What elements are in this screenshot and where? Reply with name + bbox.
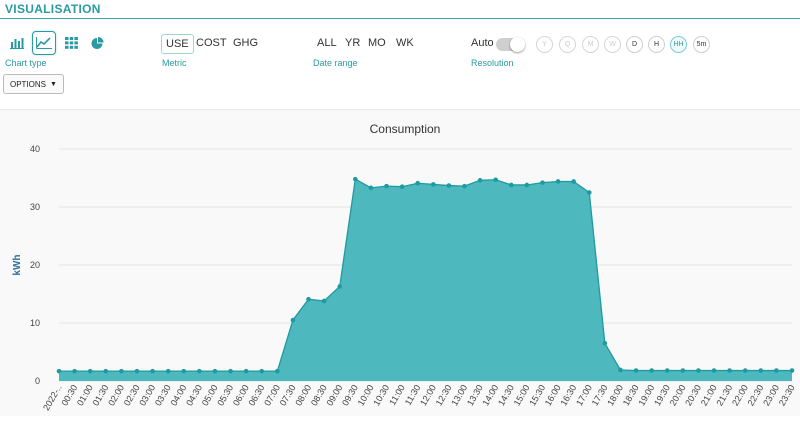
data-point	[633, 368, 639, 373]
pie-chart-icon[interactable]	[85, 31, 109, 55]
data-point	[742, 368, 748, 373]
table-grid-icon[interactable]	[59, 31, 83, 55]
options-button-label: OPTIONS	[10, 79, 47, 89]
data-point	[477, 178, 483, 183]
data-point	[446, 183, 452, 188]
date-range-all-button[interactable]: ALL	[317, 37, 337, 49]
data-point	[150, 368, 155, 374]
chart-title: Consumption	[370, 122, 441, 136]
consumption-chart: ConsumptionkWh0102030402022-..00:3001:00…	[12, 122, 797, 412]
y-tick-label: 30	[30, 202, 40, 212]
date-range-label: Date range	[313, 58, 358, 68]
line-chart-icon[interactable]	[32, 31, 56, 55]
y-tick-label: 10	[30, 318, 40, 328]
y-axis-label: kWh	[12, 254, 23, 275]
options-dropdown-button[interactable]: OPTIONS ▼	[3, 74, 64, 94]
consumption-series-line	[59, 178, 792, 372]
x-tick-label: 2022-..	[41, 383, 64, 412]
data-point	[508, 182, 514, 188]
data-point	[430, 182, 436, 187]
y-tick-label: 20	[30, 260, 40, 270]
data-point	[197, 368, 202, 374]
metric-cost-button[interactable]: COST	[196, 37, 227, 49]
data-point	[789, 368, 795, 373]
date-range-wk-button[interactable]: WK	[396, 37, 414, 49]
data-point	[337, 284, 343, 289]
consumption-area	[59, 179, 792, 381]
bar-chart-icon[interactable]	[5, 31, 29, 55]
resolution-w-button: W	[604, 36, 621, 53]
caret-down-icon: ▼	[50, 80, 57, 88]
data-point	[680, 368, 686, 373]
auto-resolution-toggle[interactable]	[496, 37, 525, 52]
y-tick-label: 40	[30, 144, 40, 154]
data-point	[774, 368, 779, 373]
data-point	[384, 183, 389, 189]
resolution-d-button[interactable]: D	[626, 36, 643, 53]
resolution-auto-label: Auto	[471, 37, 494, 49]
resolution-5m-button[interactable]: 5m	[693, 36, 710, 53]
data-point	[727, 368, 732, 373]
data-point	[321, 298, 327, 304]
data-point	[165, 368, 171, 374]
data-point	[212, 368, 218, 374]
data-point	[711, 368, 717, 373]
data-point	[696, 368, 701, 373]
data-point	[103, 368, 109, 374]
data-point	[353, 176, 358, 182]
data-point	[602, 341, 608, 346]
resolution-q-button: Q	[559, 36, 576, 53]
data-point	[243, 368, 249, 374]
y-tick-label: 0	[35, 376, 40, 386]
data-point	[134, 368, 140, 374]
data-point	[181, 368, 187, 374]
data-point	[72, 368, 77, 374]
chart-type-label: Chart type	[5, 58, 47, 68]
toggle-knob	[510, 37, 525, 52]
chart-panel: Consumption kWh 0 10 20 30 40 2022-.. 00:30 01:00…	[0, 109, 800, 416]
resolution-h-button[interactable]: H	[648, 36, 665, 53]
data-point	[290, 317, 296, 323]
data-point	[415, 180, 421, 186]
data-point	[56, 368, 62, 374]
resolution-label: Resolution	[471, 58, 514, 68]
resolution-hh-button[interactable]: HH	[670, 36, 687, 53]
data-point	[664, 368, 670, 373]
metric-ghg-button[interactable]: GHG	[233, 37, 259, 49]
data-point	[586, 190, 592, 195]
data-point	[228, 368, 233, 374]
data-point	[524, 182, 530, 188]
data-point	[758, 368, 764, 373]
data-point	[306, 296, 311, 302]
data-point	[540, 180, 545, 185]
data-point	[462, 183, 467, 189]
resolution-y-button: Y	[536, 36, 553, 53]
data-point	[275, 368, 280, 374]
data-point	[493, 177, 498, 183]
date-range-yr-button[interactable]: YR	[345, 37, 361, 49]
data-point	[119, 368, 124, 374]
x-tick-label: 10:30	[371, 383, 391, 408]
data-point	[368, 185, 374, 191]
data-point	[399, 184, 405, 189]
section-title: VISUALISATION	[5, 2, 101, 16]
date-range-mo-button[interactable]: MO	[368, 37, 386, 49]
data-point	[555, 179, 561, 184]
metric-use-button[interactable]: USE	[161, 34, 194, 54]
data-point	[618, 367, 623, 373]
data-point	[259, 368, 265, 374]
data-point	[571, 179, 576, 184]
section-header: VISUALISATION	[0, 0, 800, 19]
data-point	[649, 368, 654, 373]
metric-label: Metric	[162, 58, 187, 68]
data-point	[87, 368, 93, 374]
resolution-m-button: M	[582, 36, 599, 53]
x-tick-label: 23:30	[777, 383, 797, 408]
